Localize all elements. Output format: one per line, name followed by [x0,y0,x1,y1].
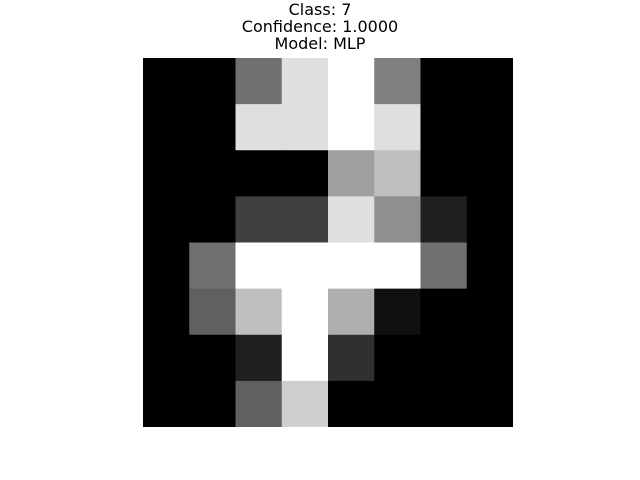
pixel-r5-c4 [328,288,375,336]
confidence-label: Confidence: 1.0000 [241,17,399,36]
pixel-r0-c0 [143,58,190,105]
pixel-r7-c2 [235,380,283,427]
pixel-r1-c7 [466,104,513,151]
pixel-r2-c0 [143,150,190,197]
pixel-r4-c7 [466,242,513,290]
pixel-r6-c4 [328,334,375,382]
prediction-title: Class: 7 Confidence: 1.0000 Model: MLP [0,0,640,52]
model-label: Model: MLP [274,34,366,53]
pixel-r5-c5 [374,288,422,336]
pixel-r6-c3 [281,334,329,382]
pixel-r7-c5 [374,380,422,427]
pixel-r4-c3 [281,242,329,290]
pixel-r0-c4 [328,58,375,105]
pixel-r0-c3 [281,58,329,105]
pixel-r2-c7 [466,150,513,197]
pixel-r3-c3 [281,196,329,244]
pixel-r3-c4 [328,196,375,244]
pixel-r4-c0 [143,242,190,290]
pixel-r6-c2 [235,334,283,382]
pixel-r4-c4 [328,242,375,290]
pixel-r5-c7 [466,288,513,336]
pixel-r1-c5 [374,104,422,151]
pixel-r6-c0 [143,334,190,382]
pixel-r3-c0 [143,196,190,244]
pixel-r0-c1 [189,58,237,105]
pixel-r2-c4 [328,150,375,197]
pixel-r3-c7 [466,196,513,244]
pixel-r2-c2 [235,150,283,197]
pixel-r0-c5 [374,58,422,105]
pixel-r7-c6 [420,380,468,427]
pixel-r1-c1 [189,104,237,151]
pixel-r2-c5 [374,150,422,197]
pixel-r3-c6 [420,196,468,244]
pixel-r6-c6 [420,334,468,382]
pixel-r3-c1 [189,196,237,244]
pixel-r2-c3 [281,150,329,197]
pixel-grid [143,58,513,427]
pixel-r1-c3 [281,104,329,151]
pixel-r7-c4 [328,380,375,427]
pixel-r4-c6 [420,242,468,290]
pixel-r1-c0 [143,104,190,151]
pixel-r2-c1 [189,150,237,197]
pixel-r6-c1 [189,334,237,382]
class-label: Class: 7 [288,0,352,19]
pixel-r4-c1 [189,242,237,290]
pixel-r1-c6 [420,104,468,151]
pixel-r7-c0 [143,380,190,427]
pixel-r5-c0 [143,288,190,336]
pixel-r5-c2 [235,288,283,336]
pixel-r5-c6 [420,288,468,336]
pixel-r4-c2 [235,242,283,290]
pixel-r6-c7 [466,334,513,382]
pixel-r1-c4 [328,104,375,151]
pixel-r3-c5 [374,196,422,244]
pixel-r3-c2 [235,196,283,244]
pixel-r7-c7 [466,380,513,427]
pixel-r7-c1 [189,380,237,427]
pixel-r7-c3 [281,380,329,427]
pixel-r1-c2 [235,104,283,151]
pixel-r6-c5 [374,334,422,382]
pixel-r0-c6 [420,58,468,105]
pixel-r5-c1 [189,288,237,336]
pixel-r5-c3 [281,288,329,336]
pixel-r0-c7 [466,58,513,105]
pixel-r2-c6 [420,150,468,197]
pixel-r0-c2 [235,58,283,105]
digit-image [143,58,513,427]
pixel-r4-c5 [374,242,422,290]
